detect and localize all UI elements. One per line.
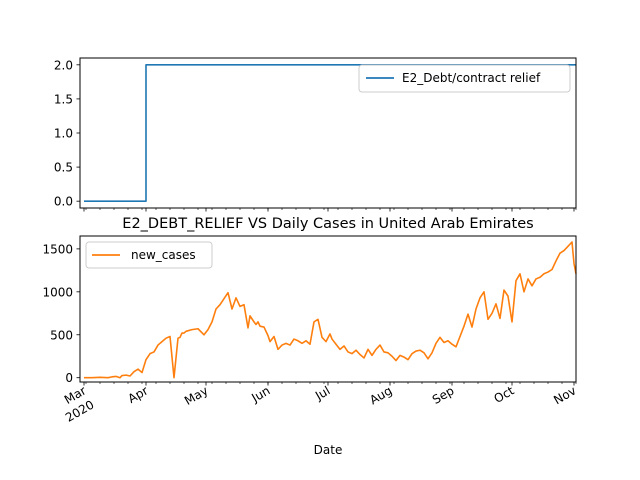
bottom-series-group: [84, 241, 577, 379]
top-y-tick-label: 1.0: [54, 127, 73, 141]
top-legend-box: [358, 64, 571, 93]
bottom-y-tick-label: 1500: [42, 242, 73, 256]
x-axis-title: Date: [314, 443, 343, 457]
bottom-legend-box: [85, 241, 213, 269]
bottom-legend: new_cases: [85, 241, 213, 269]
top-legend-label: E2_Debt/contract relief: [402, 71, 541, 85]
bottom-y-axis: 0 500 1000 1500: [42, 242, 80, 385]
top-legend: E2_Debt/contract relief: [358, 64, 571, 93]
bottom-plot-frame: [79, 235, 577, 383]
bottom-legend-label: new_cases: [131, 248, 196, 262]
top-y-tick-label: 0.5: [54, 161, 73, 175]
top-y-tick-label: 1.5: [54, 92, 73, 106]
top-subplot: 0.0 0.5 1.0 1.5 2.0 E2_Debt/contract relief: [54, 57, 577, 212]
bottom-subplot: E2_DEBT_RELIEF VS Daily Cases in United …: [42, 216, 578, 457]
bottom-y-tick-label: 0: [65, 371, 73, 385]
bottom-y-tick-label: 1000: [42, 285, 73, 299]
top-y-axis: 0.0 0.5 1.0 1.5 2.0: [54, 58, 80, 209]
top-y-tick-label: 2.0: [54, 58, 73, 72]
top-plot-frame: [79, 57, 577, 209]
chart-title: E2_DEBT_RELIEF VS Daily Cases in United …: [122, 216, 533, 232]
bottom-series-line: [84, 241, 577, 379]
x-tick-label: Jul: [312, 383, 332, 403]
bottom-y-tick-label: 500: [50, 328, 73, 342]
top-y-tick-label: 0.0: [54, 195, 73, 209]
